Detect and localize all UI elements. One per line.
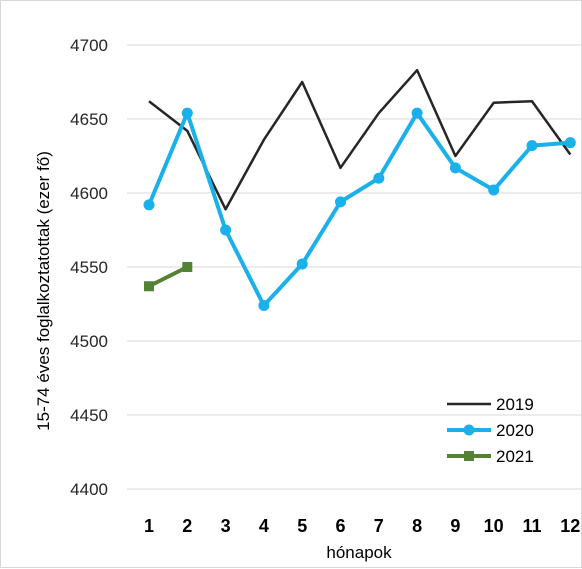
data-point-2020 (526, 140, 538, 152)
series-lines (143, 68, 576, 311)
y-axis-ticks: 4400 4450 4500 4550 4600 4650 4700 (70, 36, 108, 499)
x-tick-label: 7 (374, 516, 384, 536)
data-point-2020 (258, 299, 270, 311)
y-tick-label: 4550 (70, 258, 108, 277)
x-axis-ticks: 1 2 3 4 5 6 7 8 9 10 11 12 (144, 516, 580, 536)
x-tick-label: 10 (484, 516, 504, 536)
y-axis-title: 15-74 éves foglalkoztatottak (ezer fő) (34, 151, 53, 431)
data-point-2020 (296, 258, 308, 270)
data-point-2020 (373, 172, 385, 184)
y-tick-label: 4400 (70, 480, 108, 499)
series-line-2021 (148, 265, 189, 289)
legend-label-2019: 2019 (496, 395, 534, 414)
x-tick-label: 11 (522, 516, 541, 536)
data-point-2020 (411, 107, 423, 119)
x-tick-label: 4 (259, 516, 269, 536)
legend: 2019 2020 2021 (447, 395, 534, 466)
data-point-2021 (144, 281, 154, 292)
y-tick-label: 4650 (70, 110, 108, 129)
y-tick-label: 4700 (70, 36, 108, 55)
x-tick-label: 2 (182, 516, 192, 536)
x-tick-label: 9 (450, 516, 460, 536)
data-point-2020 (449, 162, 461, 174)
data-point-2020 (488, 184, 500, 196)
data-point-2021 (182, 262, 193, 272)
legend-marker-2020 (463, 424, 475, 436)
data-point-2020 (564, 137, 576, 149)
data-point-2020 (220, 224, 232, 236)
legend-label-2020: 2020 (496, 421, 534, 440)
x-axis-title: hónapok (326, 543, 392, 562)
x-tick-label: 5 (297, 516, 307, 536)
x-tick-label: 6 (335, 516, 345, 536)
x-tick-label: 12 (560, 516, 580, 536)
legend-label-2021: 2021 (496, 447, 534, 466)
data-point-2020 (181, 107, 193, 119)
y-tick-label: 4600 (70, 184, 108, 203)
data-point-2020 (143, 199, 155, 211)
x-tick-label: 8 (412, 516, 422, 536)
y-tick-label: 4450 (70, 406, 108, 425)
x-tick-label: 3 (221, 516, 231, 536)
data-point-2020 (335, 196, 346, 208)
y-tick-label: 4500 (70, 332, 108, 351)
x-tick-label: 1 (144, 516, 154, 536)
series-line-2020 (147, 111, 571, 308)
series-line-2019 (148, 68, 572, 211)
legend-marker-2021 (464, 451, 474, 461)
